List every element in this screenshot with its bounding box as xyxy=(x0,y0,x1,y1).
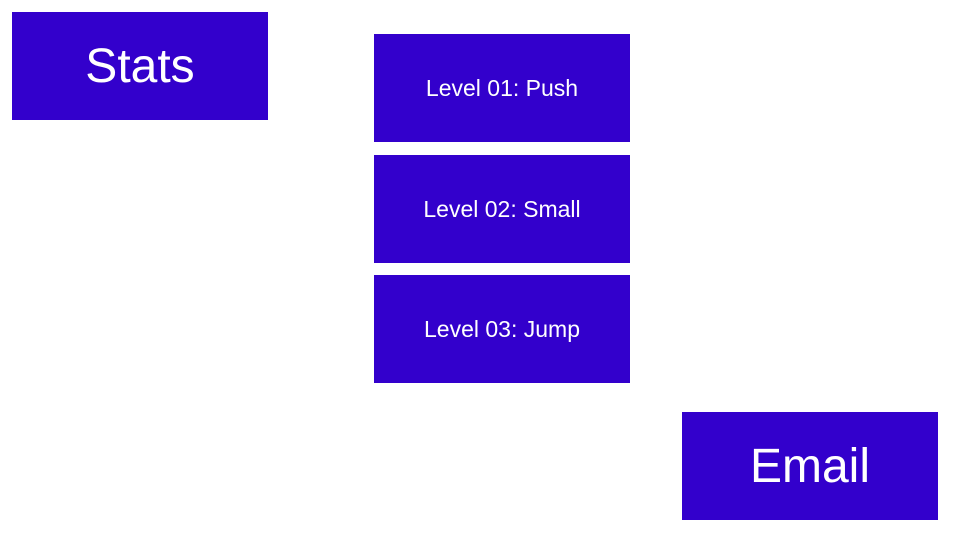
level-03-label: Level 03: Jump xyxy=(424,315,580,342)
stats-button[interactable]: Stats xyxy=(12,12,268,120)
email-button-label: Email xyxy=(749,439,871,493)
level-01-label: Level 01: Push xyxy=(425,74,579,101)
level-02-label: Level 02: Small xyxy=(423,195,581,222)
stats-button-label: Stats xyxy=(85,39,195,93)
level-03-button[interactable]: Level 03: Jump xyxy=(374,275,630,383)
level-02-button[interactable]: Level 02: Small xyxy=(374,155,630,263)
email-button[interactable]: Email xyxy=(682,412,938,520)
level-01-button[interactable]: Level 01: Push xyxy=(374,34,630,142)
